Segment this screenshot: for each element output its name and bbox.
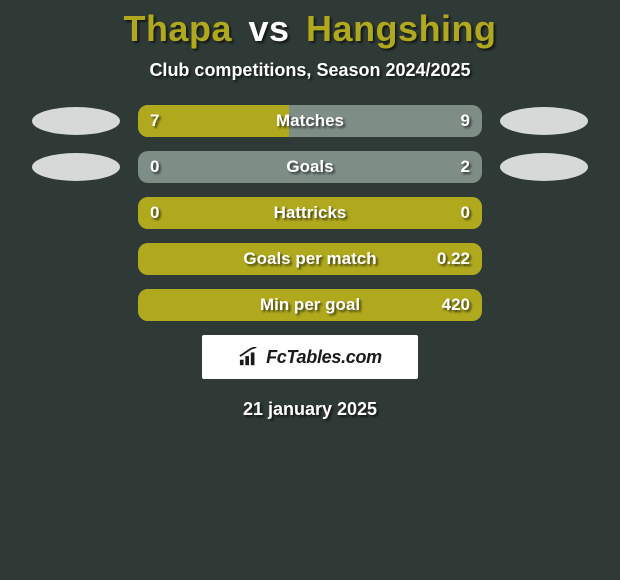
title: Thapa vs Hangshing bbox=[0, 8, 620, 50]
stat-row: 7Matches9 bbox=[0, 105, 620, 137]
stat-bar: Goals per match0.22 bbox=[138, 243, 482, 275]
stat-right-value: 420 bbox=[442, 289, 470, 321]
stat-label: Matches bbox=[138, 105, 482, 137]
stat-row: 0Goals2 bbox=[0, 151, 620, 183]
stat-label: Min per goal bbox=[138, 289, 482, 321]
stat-bar: 0Hattricks0 bbox=[138, 197, 482, 229]
stat-label: Hattricks bbox=[138, 197, 482, 229]
bar-chart-icon bbox=[238, 347, 260, 367]
stat-rows: 7Matches90Goals20Hattricks0Goals per mat… bbox=[0, 105, 620, 321]
stat-bar: 7Matches9 bbox=[138, 105, 482, 137]
stat-bar: Min per goal420 bbox=[138, 289, 482, 321]
title-player1: Thapa bbox=[123, 8, 232, 49]
title-vs: vs bbox=[248, 8, 289, 49]
player2-pill bbox=[500, 107, 588, 135]
stat-label: Goals bbox=[138, 151, 482, 183]
title-player2: Hangshing bbox=[306, 8, 497, 49]
stat-row: Min per goal420 bbox=[0, 289, 620, 321]
date-text: 21 january 2025 bbox=[0, 399, 620, 420]
stat-label: Goals per match bbox=[138, 243, 482, 275]
player1-pill bbox=[32, 153, 120, 181]
stat-bar: 0Goals2 bbox=[138, 151, 482, 183]
comparison-card: Thapa vs Hangshing Club competitions, Se… bbox=[0, 0, 620, 580]
player1-pill bbox=[32, 107, 120, 135]
stat-right-value: 0 bbox=[461, 197, 470, 229]
stat-right-value: 2 bbox=[461, 151, 470, 183]
brand-box: FcTables.com bbox=[202, 335, 418, 379]
subtitle: Club competitions, Season 2024/2025 bbox=[0, 60, 620, 81]
stat-right-value: 9 bbox=[461, 105, 470, 137]
stat-row: 0Hattricks0 bbox=[0, 197, 620, 229]
player2-pill bbox=[500, 153, 588, 181]
brand-text: FcTables.com bbox=[266, 347, 382, 368]
stat-row: Goals per match0.22 bbox=[0, 243, 620, 275]
stat-right-value: 0.22 bbox=[437, 243, 470, 275]
